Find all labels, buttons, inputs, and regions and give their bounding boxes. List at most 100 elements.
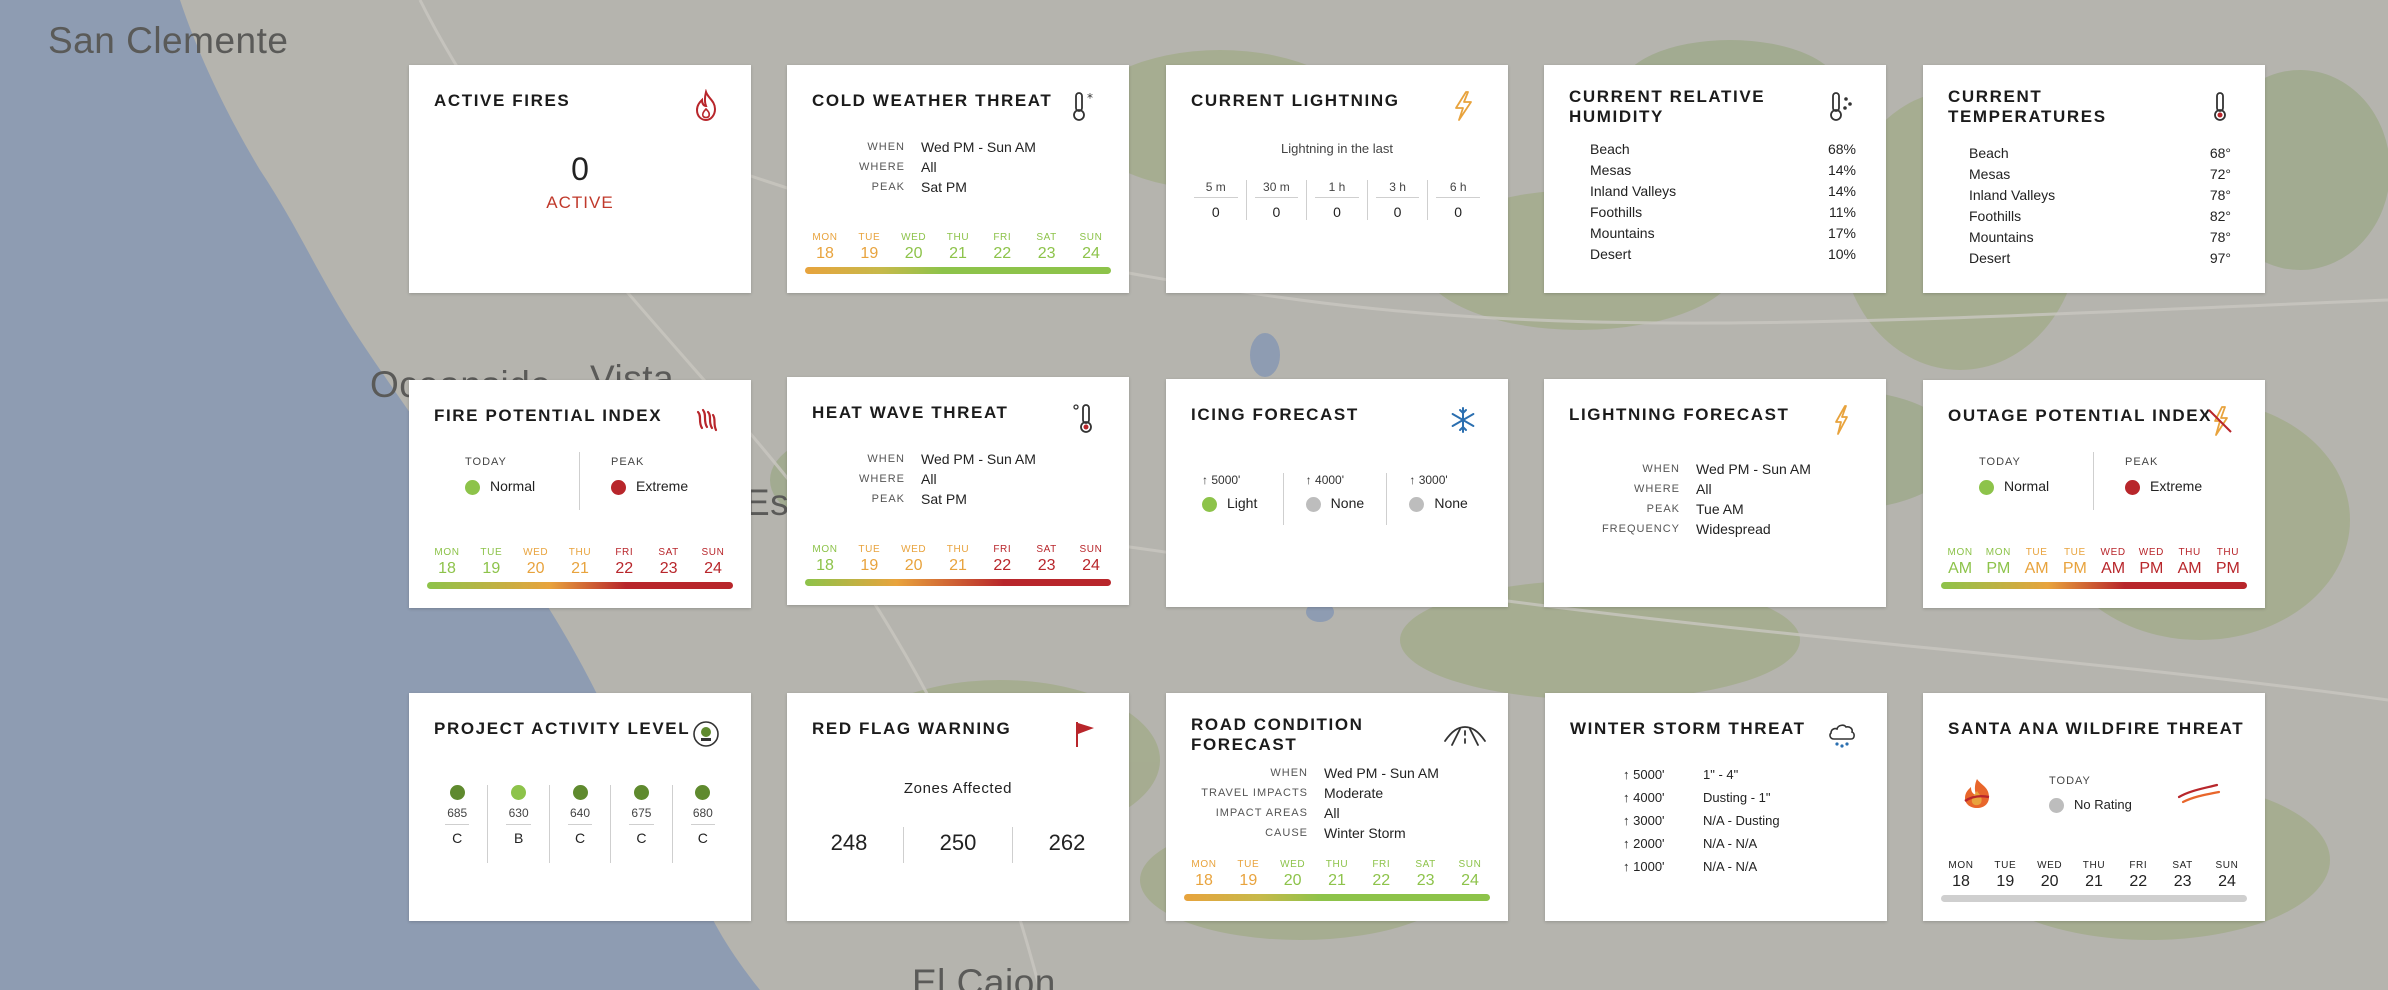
- card-title: FIRE POTENTIAL INDEX: [434, 406, 663, 425]
- fpi-divider: [579, 452, 580, 510]
- threat-gradient-bar: [805, 267, 1111, 274]
- card-title: CURRENT LIGHTNING: [1191, 91, 1400, 110]
- card-heat-wave-threat[interactable]: HEAT WAVE THREAT WHEN Wed PM - Sun AM WHE…: [787, 377, 1129, 605]
- pal-col: 685 C: [427, 785, 489, 863]
- day-name: MON: [434, 547, 460, 558]
- card-active-fires[interactable]: ACTIVE FIRES 0 ACTIVE: [409, 65, 751, 293]
- day-date: 23: [659, 560, 678, 577]
- thermometer-icon: [2203, 89, 2237, 123]
- region-name: Desert: [1969, 250, 2011, 266]
- list-item: ↑ 1000' N/A - N/A: [1623, 855, 1780, 878]
- day-name: TUE: [2063, 547, 2086, 558]
- lightning-columns: 5 m 0 30 m 0 1 h 0 3 h 0 6 h 0: [1186, 180, 1488, 220]
- opi-today: TODAY Normal: [1979, 456, 2049, 495]
- day-name: THU: [946, 544, 970, 555]
- day-item: SUN 24: [1071, 232, 1111, 263]
- day-name: FRI: [993, 544, 1012, 555]
- card-road-condition-forecast[interactable]: ROAD CONDITION FORECAST WHEN Wed PM - Sun…: [1166, 693, 1508, 921]
- detail-key: TRAVEL IMPACTS: [1201, 787, 1308, 799]
- region-value: 10%: [1827, 246, 1856, 262]
- day-name: MON: [1985, 547, 2011, 558]
- status-dot: [633, 785, 649, 800]
- fpi-today: TODAY Normal: [465, 456, 535, 495]
- peak-value: Extreme: [611, 478, 688, 495]
- day-date: 24: [1461, 872, 1479, 889]
- list-item: Mountains 78°: [1969, 227, 2231, 248]
- day-item: THU 21: [2074, 860, 2114, 891]
- lightning-col: 5 m 0: [1186, 180, 1247, 220]
- card-current-relative-humidity[interactable]: CURRENT RELATIVE HUMIDITY Beach 68% Mesas…: [1544, 65, 1886, 293]
- threat-gradient-bar: [1184, 894, 1490, 901]
- day-date: AM: [2024, 560, 2049, 577]
- detail-key: WHEN: [867, 453, 905, 465]
- detail-key: FREQUENCY: [1601, 523, 1680, 535]
- card-current-lightning[interactable]: CURRENT LIGHTNING Lightning in the last …: [1166, 65, 1508, 293]
- day-item: MON 18: [1184, 859, 1224, 890]
- card-cold-weather-threat[interactable]: COLD WEATHER THREAT * WHEN Wed PM - Sun A…: [787, 65, 1129, 293]
- humidity-list: Beach 68% Mesas 14% Inland Valleys 14% Foot…: [1590, 139, 1856, 265]
- day-item: MON 18: [805, 544, 845, 575]
- card-santa-ana-wildfire-threat[interactable]: SANTA ANA WILDFIRE THREAT TODAY No Ratin…: [1923, 693, 2265, 921]
- status-dot: [572, 785, 588, 800]
- day-name: WED: [901, 232, 927, 243]
- card-icing-forecast[interactable]: ICING FORECAST ↑ 5000' Light ↑ 4000' Non…: [1166, 379, 1508, 607]
- day-strip: MON 18 TUE 19 WED 20 THU 21 FRI 22 SAT 23 SUN 24: [805, 544, 1111, 575]
- day-item: THU AM: [2171, 547, 2209, 578]
- today-label: TODAY: [1979, 456, 2021, 468]
- status-dot: [695, 785, 711, 800]
- card-outage-potential-index[interactable]: OUTAGE POTENTIAL INDEX TODAY Normal PEAK…: [1923, 380, 2265, 608]
- day-item: SUN 24: [2207, 860, 2247, 891]
- card-lightning-forecast[interactable]: LIGHTNING FORECAST WHEN Wed PM - Sun AM W…: [1544, 379, 1886, 607]
- day-name: WED: [1280, 859, 1306, 870]
- card-current-temperatures[interactable]: CURRENT TEMPERATURES Beach 68° Mesas 72° I…: [1923, 65, 2265, 293]
- card-fire-potential-index[interactable]: FIRE POTENTIAL INDEX TODAY Normal PEAK E…: [409, 380, 751, 608]
- lightning-col-header: 1 h: [1315, 180, 1359, 198]
- threat-gradient-bar: [427, 582, 733, 589]
- day-name: SAT: [2172, 860, 2193, 871]
- region-value: 78°: [2209, 187, 2231, 203]
- day-name: MON: [812, 232, 838, 243]
- card-red-flag-warning[interactable]: RED FLAG WARNING Zones Affected 248 250 …: [787, 693, 1129, 921]
- detail-value: All: [921, 159, 937, 175]
- icing-level-text: None: [1434, 495, 1468, 511]
- pal-grade: C: [697, 830, 708, 846]
- day-date: PM: [2062, 560, 2087, 577]
- day-name: WED: [2100, 547, 2126, 558]
- pal-grade: C: [452, 830, 463, 846]
- red-flag-values: 248 250 262: [795, 827, 1121, 863]
- status-dot-green: [1202, 496, 1217, 512]
- icing-level-text: Light: [1227, 495, 1258, 511]
- day-name: TUE: [2025, 547, 2048, 558]
- day-item: SAT 23: [649, 547, 689, 578]
- detail-key: PEAK: [871, 181, 905, 193]
- day-date: 24: [2218, 873, 2236, 890]
- peak-label: PEAK: [611, 456, 645, 468]
- lightning-bolt-icon: [1824, 403, 1858, 437]
- active-fires-count: 0: [571, 151, 589, 187]
- day-item: MON AM: [1941, 547, 1979, 578]
- detail-value: Tue AM: [1696, 501, 1744, 517]
- region-value: 72°: [2209, 166, 2231, 182]
- day-name: FRI: [2129, 860, 2148, 871]
- day-name: THU: [2082, 860, 2106, 871]
- day-date: 23: [2173, 873, 2192, 890]
- icing-level: None: [1305, 495, 1387, 512]
- lightning-col-header: 30 m: [1254, 180, 1299, 198]
- day-item: MON PM: [1979, 547, 2017, 578]
- icing-elevation-text: 4000': [1315, 473, 1345, 487]
- day-name: SUN: [1079, 232, 1103, 243]
- day-date: PM: [1986, 560, 2011, 577]
- today-value: Normal: [1979, 478, 2049, 495]
- card-title: ACTIVE FIRES: [434, 91, 571, 110]
- card-project-activity-level[interactable]: PROJECT ACTIVITY LEVEL 685 C 630 B 640 C…: [409, 693, 751, 921]
- day-name: WED: [2037, 860, 2063, 871]
- day-date: 18: [438, 560, 456, 577]
- card-title: WINTER STORM THREAT: [1570, 719, 1806, 738]
- zone-count: 248: [795, 827, 904, 863]
- day-item: TUE 19: [849, 544, 889, 575]
- day-item: MON 18: [427, 547, 467, 578]
- card-winter-storm-threat[interactable]: WINTER STORM THREAT ↑ 5000' 1" - 4" ↑ 400…: [1545, 693, 1887, 921]
- region-name: Mesas: [1969, 166, 2011, 182]
- pal-number: 675: [629, 806, 654, 825]
- day-name: WED: [901, 544, 927, 555]
